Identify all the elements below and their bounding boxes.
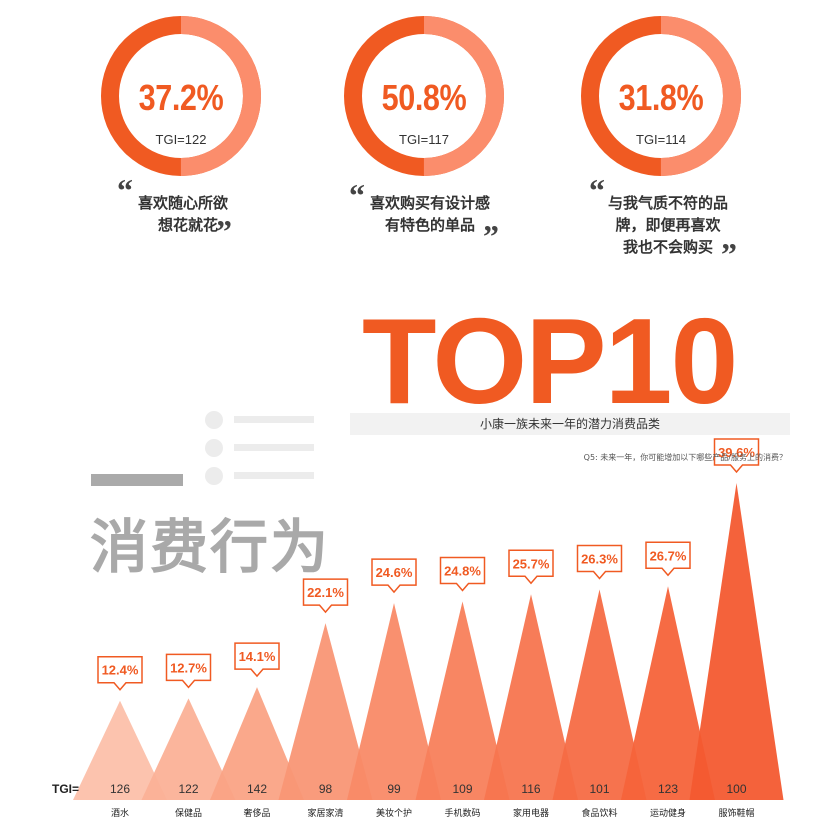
tgi-value: 122 [178, 782, 198, 796]
bar-7 [484, 594, 578, 800]
category-label: 酒水 [111, 807, 129, 819]
open-quote-mark: “ [117, 172, 133, 208]
value-label: 12.7% [170, 660, 207, 675]
value-callout: 24.8% [439, 556, 486, 592]
value-callout: 24.6% [371, 558, 417, 594]
value-callout: 26.3% [576, 544, 623, 580]
quote-line: 与我气质不符的品 [607, 194, 728, 212]
category-label: 奢侈品 [243, 807, 270, 819]
value-label: 12.4% [102, 663, 139, 678]
donut-3: 31.8% TGI=114 [580, 15, 742, 177]
value-callout: 22.1% [302, 578, 349, 614]
quote-line: 牌，即便再喜欢 [615, 216, 721, 234]
value-label: 39.6% [718, 445, 755, 460]
quote-line: 有特色的单品 [384, 216, 475, 234]
quote-line: 喜欢购买有设计感 [369, 194, 490, 212]
bar-1 [73, 700, 167, 800]
category-label: 家用电器 [513, 807, 549, 819]
donut-1: 37.2% TGI=122 [100, 15, 262, 177]
donut-highlight-arc [344, 16, 504, 176]
donut-tgi: TGI=114 [636, 132, 686, 147]
value-label: 26.3% [581, 551, 618, 566]
section-accent-bar [91, 474, 183, 486]
chart-subtitle: 小康一族未来一年的潜力消费品类 [479, 417, 660, 431]
value-label: 26.7% [650, 548, 687, 563]
category-label: 食品饮料 [581, 807, 617, 819]
value-label: 24.8% [444, 563, 481, 578]
donut-ring [101, 16, 261, 176]
bar-6 [415, 601, 510, 800]
close-quote-mark: ” [216, 213, 232, 249]
open-quote-mark: “ [589, 172, 605, 208]
value-callout: 12.7% [165, 653, 212, 689]
value-callout: 39.6% [713, 438, 760, 474]
value-callout: 25.7% [508, 549, 554, 585]
bar-2 [141, 698, 236, 800]
bar-4 [278, 623, 373, 800]
value-label: 25.7% [513, 556, 550, 571]
category-label: 保健品 [175, 807, 202, 819]
value-label: 24.6% [376, 565, 413, 580]
donut-tgi: TGI=117 [399, 132, 449, 147]
tgi-value: 109 [452, 782, 472, 796]
close-quote-mark: ” [721, 236, 737, 272]
tgi-value: 101 [589, 782, 609, 796]
tgi-value: 123 [658, 782, 678, 796]
donut-ring [581, 16, 741, 176]
open-quote-mark: “ [349, 177, 365, 213]
donut-tgi: TGI=122 [155, 132, 207, 147]
quote-line: 喜欢随心所欲 [137, 194, 228, 212]
survey-question: Q5: 未来一年，你可能增加以下哪些产品/服务上的消费？ [583, 453, 787, 462]
category-label: 运动健身 [650, 807, 686, 819]
tgi-value: 142 [247, 782, 267, 796]
donut-2: 50.8% TGI=117 [343, 15, 505, 177]
tgi-value: 100 [726, 782, 746, 796]
donut-ring [344, 16, 504, 176]
quote-line: 我也不会购买 [622, 238, 713, 256]
tgi-value: 116 [521, 782, 540, 796]
quote-2: 喜欢购买有设计感 有特色的单品 [360, 192, 500, 236]
value-label: 22.1% [307, 585, 344, 600]
quote-line: 想花就花 [157, 216, 218, 234]
tgi-value: 99 [387, 782, 401, 796]
bar-10 [689, 483, 784, 800]
value-label: 14.1% [239, 649, 276, 664]
top10-heading: TOP10 [362, 293, 738, 429]
donut-percent: 37.2% [138, 77, 224, 118]
tgi-value: 126 [110, 782, 130, 796]
value-callout: 26.7% [645, 541, 691, 577]
donut-highlight-arc [101, 16, 261, 176]
close-quote-mark: ” [483, 218, 499, 254]
list-decoration-icon [205, 411, 314, 485]
tgi-value: 98 [319, 782, 333, 796]
section-title: 消费行为 [90, 513, 331, 581]
bar-8 [552, 589, 647, 800]
donut-percent: 31.8% [618, 77, 704, 118]
bar-5 [347, 603, 441, 800]
value-callout: 12.4% [97, 655, 143, 691]
quote-1: 喜欢随心所欲 想花就花 [128, 192, 238, 236]
bar-9 [621, 586, 715, 800]
donut-percent: 50.8% [381, 77, 467, 118]
value-callout: 14.1% [234, 642, 280, 678]
category-label: 美妆个护 [376, 807, 412, 819]
category-label: 服饰鞋帽 [718, 807, 754, 819]
subtitle-bar [350, 413, 790, 435]
category-label: 手机数码 [444, 807, 480, 819]
donut-highlight-arc [581, 16, 741, 176]
bar-3 [210, 687, 304, 800]
tgi-axis-label: TGI= [52, 782, 79, 796]
category-label: 家居家清 [307, 807, 343, 819]
quote-3: 与我气质不符的品 牌，即便再喜欢 我也不会购买 [600, 192, 736, 258]
